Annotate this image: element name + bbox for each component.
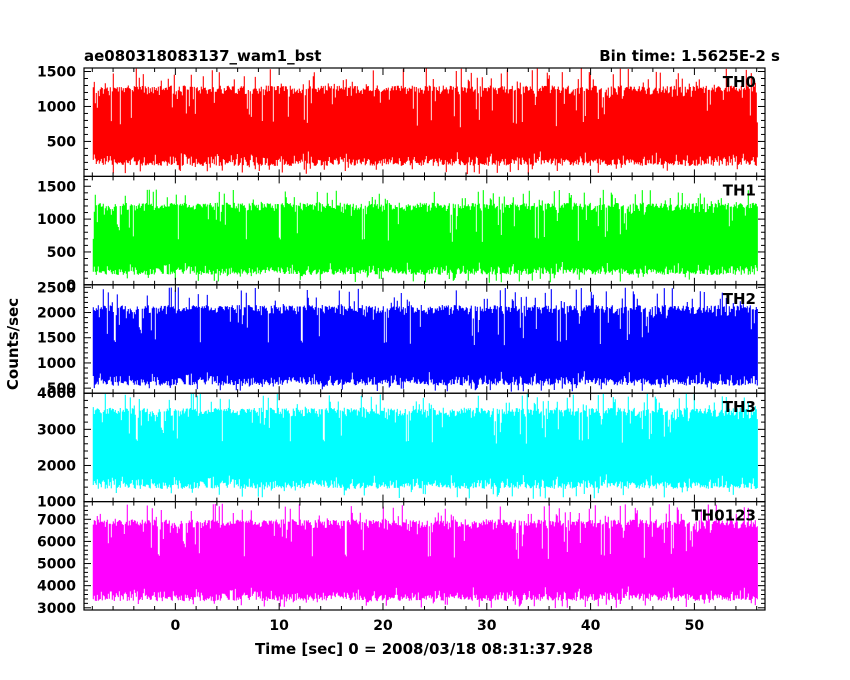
series-line-th1 xyxy=(92,189,758,283)
y-tick-label-th3: 3000 xyxy=(37,422,76,438)
y-tick-label-th2: 500 xyxy=(47,381,76,397)
chart-title-right: Bin time: 1.5625E-2 s xyxy=(599,47,780,65)
y-tick-label-th0: 1000 xyxy=(37,99,76,115)
y-tick-label-th0123: 4000 xyxy=(37,579,76,595)
y-tick-label-th3: 1000 xyxy=(37,495,76,511)
y-tick-label-th2: 2000 xyxy=(37,306,76,322)
series-line-th2 xyxy=(92,287,758,392)
x-tick-label: 50 xyxy=(685,618,705,634)
x-tick-label: 10 xyxy=(269,618,289,634)
x-tick-label: 0 xyxy=(170,618,180,634)
x-tick-label: 40 xyxy=(581,618,601,634)
y-tick-label-th1: 1500 xyxy=(37,179,76,195)
y-tick-label-th1: 1000 xyxy=(37,212,76,228)
panel-label-th3: TH3 xyxy=(723,398,756,416)
x-axis-label: Time [sec] 0 = 2008/03/18 08:31:37.928 xyxy=(255,640,593,658)
series-line-th0 xyxy=(92,68,758,175)
y-tick-label-th2: 2500 xyxy=(37,280,76,296)
y-tick-label-th2: 1000 xyxy=(37,356,76,372)
x-tick-label: 30 xyxy=(477,618,497,634)
y-axis-label: Counts/sec xyxy=(4,298,22,390)
y-tick-label-th1: 500 xyxy=(47,245,76,261)
y-tick-label-th0123: 7000 xyxy=(37,512,76,528)
y-tick-label-th3: 4000 xyxy=(37,386,76,402)
y-tick-label-th1: 0 xyxy=(66,278,76,294)
x-tick-label: 20 xyxy=(373,618,393,634)
y-tick-label-th3: 2000 xyxy=(37,458,76,474)
y-tick-label-th0: 500 xyxy=(47,134,76,150)
panel-label-th0: TH0 xyxy=(723,73,756,91)
panel-label-th2: TH2 xyxy=(723,290,756,308)
y-tick-label-th2: 1500 xyxy=(37,331,76,347)
y-tick-label-th0: 1500 xyxy=(37,64,76,80)
panel-label-th0123: TH0123 xyxy=(691,507,756,525)
panel-label-th1: TH1 xyxy=(723,181,756,199)
y-tick-label-th0123: 5000 xyxy=(37,557,76,573)
chart-title-left: ae080318083137_wam1_bst xyxy=(84,47,321,65)
series-line-th3 xyxy=(92,393,758,499)
y-tick-label-th0123: 6000 xyxy=(37,534,76,550)
series-line-th0123 xyxy=(92,503,758,609)
y-tick-label-th0123: 3000 xyxy=(37,601,76,617)
